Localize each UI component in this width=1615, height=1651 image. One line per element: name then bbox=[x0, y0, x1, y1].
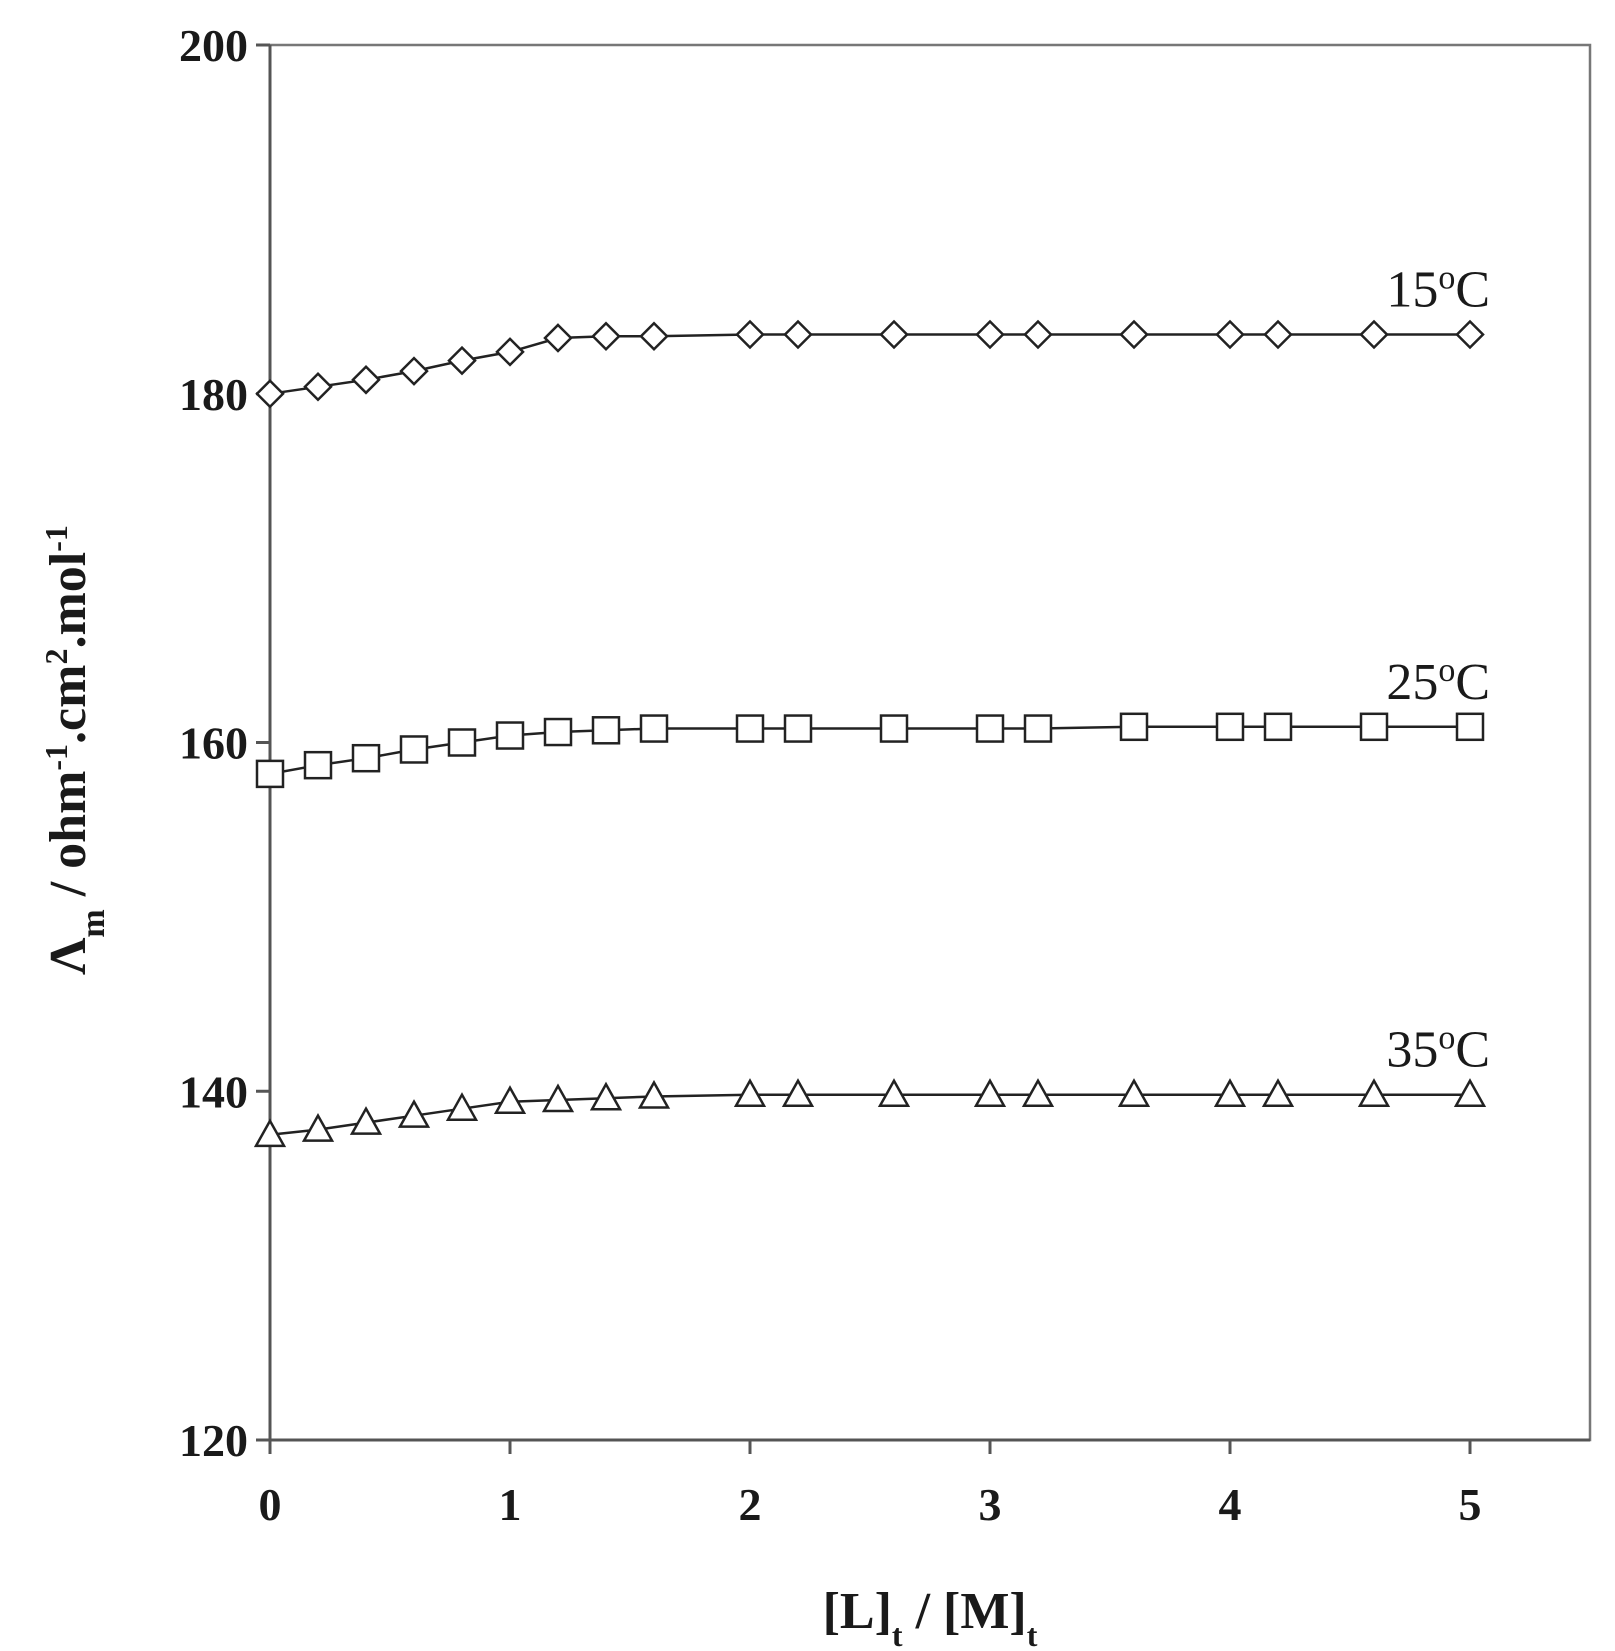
data-point-triangle bbox=[493, 1085, 527, 1114]
x-axis-label: [L]t / [M]t bbox=[823, 1583, 1038, 1651]
data-point-square bbox=[591, 716, 621, 745]
data-point-square bbox=[303, 750, 333, 780]
data-point-square bbox=[1263, 712, 1293, 742]
y-tick-label: 200 bbox=[179, 20, 248, 71]
series-triangle bbox=[253, 1078, 1487, 1148]
data-point-diamond bbox=[1215, 319, 1245, 350]
data-point-diamond bbox=[879, 319, 909, 350]
x-tick-label: 2 bbox=[739, 1479, 762, 1530]
data-point-square bbox=[639, 714, 669, 743]
data-point-diamond bbox=[495, 337, 525, 367]
y-tick-label: 160 bbox=[179, 718, 248, 769]
data-point-diamond bbox=[975, 319, 1005, 350]
data-point-triangle bbox=[733, 1078, 767, 1107]
data-point-square bbox=[1023, 714, 1053, 743]
data-point-diamond bbox=[255, 378, 285, 409]
data-point-diamond bbox=[351, 365, 381, 395]
data-point-diamond bbox=[1359, 319, 1389, 350]
series-line bbox=[269, 333, 1470, 396]
x-tick-label: 5 bbox=[1459, 1479, 1482, 1530]
data-point-diamond bbox=[783, 319, 813, 350]
series-labels: 15oC 25oC 35oC bbox=[1386, 259, 1490, 1079]
data-point-triangle bbox=[397, 1099, 431, 1128]
data-point-square bbox=[495, 721, 525, 750]
data-point-triangle bbox=[781, 1078, 815, 1107]
data-point-square bbox=[975, 714, 1005, 743]
data-point-triangle bbox=[973, 1078, 1007, 1107]
data-point-square bbox=[735, 714, 765, 743]
data-point-square bbox=[1119, 712, 1149, 742]
y-tick-label: 180 bbox=[179, 369, 248, 420]
data-point-square bbox=[255, 759, 285, 789]
data-point-diamond bbox=[543, 323, 573, 353]
data-point-diamond bbox=[735, 319, 765, 350]
data-point-diamond bbox=[1455, 319, 1485, 350]
data-point-diamond bbox=[1119, 319, 1149, 350]
data-point-triangle bbox=[541, 1083, 575, 1113]
data-point-square bbox=[783, 714, 813, 743]
data-point-diamond bbox=[639, 321, 669, 351]
data-point-diamond bbox=[303, 372, 333, 402]
data-point-triangle bbox=[1261, 1078, 1295, 1107]
x-tick-label: 0 bbox=[259, 1479, 282, 1530]
y-tick-label: 140 bbox=[179, 1066, 248, 1117]
data-point-square bbox=[351, 743, 381, 773]
series-label: 25oC bbox=[1386, 651, 1490, 711]
data-point-triangle bbox=[1117, 1078, 1151, 1107]
x-tick-label: 4 bbox=[1219, 1479, 1242, 1530]
data-point-triangle bbox=[1213, 1078, 1247, 1107]
x-tick-label: 1 bbox=[499, 1479, 522, 1530]
data-point-square bbox=[399, 735, 429, 764]
data-point-triangle bbox=[445, 1092, 479, 1121]
data-point-triangle bbox=[253, 1118, 287, 1148]
data-point-triangle bbox=[877, 1078, 911, 1107]
data-point-diamond bbox=[1023, 319, 1053, 350]
data-point-triangle bbox=[349, 1106, 383, 1135]
y-tick-label: 120 bbox=[179, 1415, 248, 1466]
series-layer bbox=[253, 319, 1487, 1148]
data-point-diamond bbox=[1263, 319, 1293, 350]
data-point-diamond bbox=[399, 356, 429, 386]
data-point-diamond bbox=[447, 345, 477, 376]
data-point-square bbox=[1455, 712, 1485, 742]
axis-ticks: 120 140 160 180 200 0 1 2 3 4 5 bbox=[179, 20, 1482, 1530]
data-point-square bbox=[879, 714, 909, 743]
x-tick-label: 3 bbox=[979, 1479, 1002, 1530]
series-square bbox=[255, 712, 1485, 789]
data-point-diamond bbox=[591, 321, 621, 351]
data-point-triangle bbox=[589, 1081, 623, 1111]
data-point-square bbox=[543, 717, 573, 747]
data-point-triangle bbox=[1021, 1078, 1055, 1107]
series-label: 15oC bbox=[1386, 259, 1490, 319]
data-point-square bbox=[447, 728, 477, 757]
data-point-triangle bbox=[1357, 1078, 1391, 1107]
data-point-triangle bbox=[637, 1079, 671, 1109]
data-point-triangle bbox=[1453, 1078, 1487, 1107]
series-label: 35oC bbox=[1386, 1019, 1490, 1079]
y-axis-label: Λm / ohm-1.cm2.mol-1 bbox=[38, 525, 112, 975]
data-point-triangle bbox=[301, 1113, 335, 1142]
series-diamond bbox=[255, 319, 1485, 409]
data-point-square bbox=[1215, 712, 1245, 742]
data-point-square bbox=[1359, 712, 1389, 742]
